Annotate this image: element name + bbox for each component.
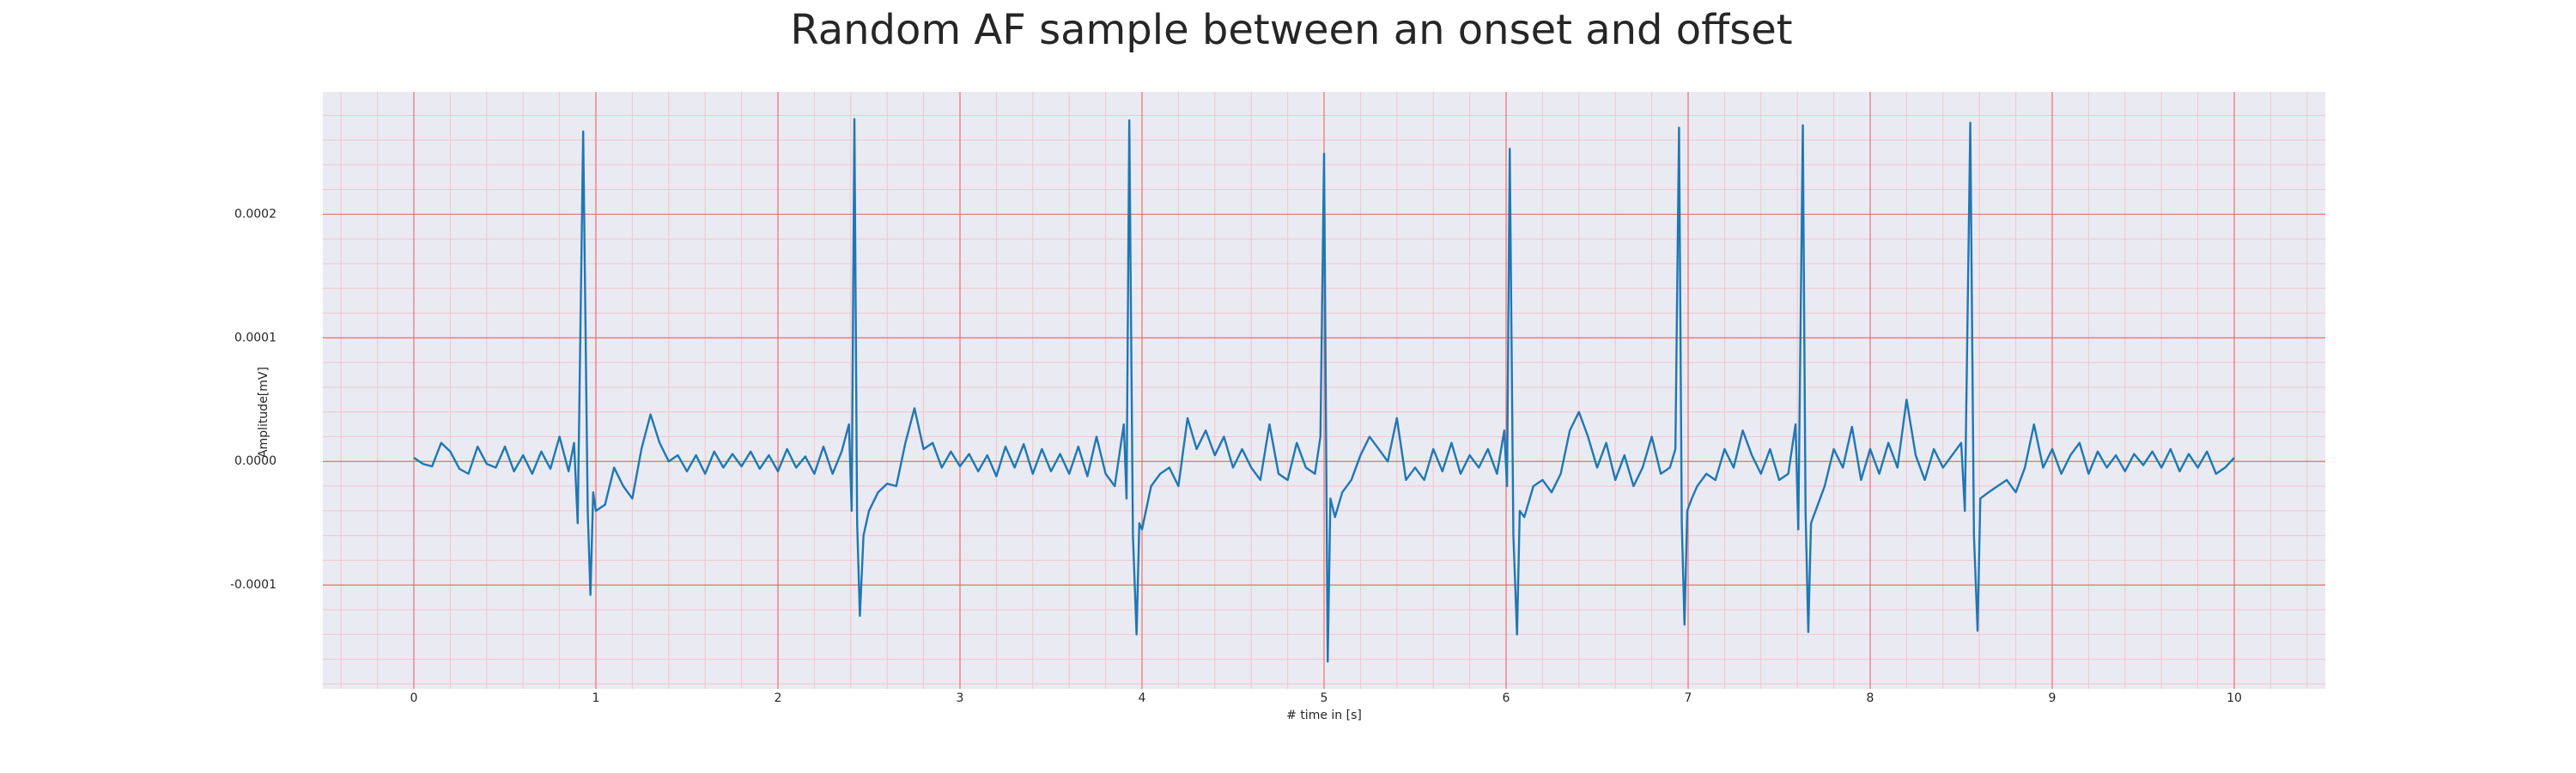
x-tick-label: 7 bbox=[1685, 691, 1692, 705]
x-tick-label: 2 bbox=[775, 691, 782, 705]
x-tick-label: 9 bbox=[2049, 691, 2057, 705]
x-tick-label: 0 bbox=[410, 691, 418, 705]
x-tick-label: 4 bbox=[1139, 691, 1146, 705]
y-axis-label: Amplitude[mV] bbox=[257, 367, 270, 458]
data-line bbox=[413, 118, 2235, 663]
chart-title: Random AF sample between an onset and of… bbox=[790, 6, 1792, 54]
x-tick-label: 5 bbox=[1321, 691, 1328, 705]
x-tick-label: 1 bbox=[592, 691, 600, 705]
y-tick-label: 0.0001 bbox=[234, 331, 276, 344]
x-tick-label: 10 bbox=[2227, 691, 2242, 705]
x-axis-label: # time in [s] bbox=[1286, 709, 1362, 722]
x-tick-label: 3 bbox=[957, 691, 964, 705]
x-tick-label: 8 bbox=[1867, 691, 1874, 705]
y-tick-label: -0.0001 bbox=[230, 578, 276, 592]
y-tick-label: 0.0000 bbox=[234, 454, 276, 468]
y-tick-label: 0.0002 bbox=[234, 207, 276, 221]
x-tick-label: 6 bbox=[1503, 691, 1510, 705]
